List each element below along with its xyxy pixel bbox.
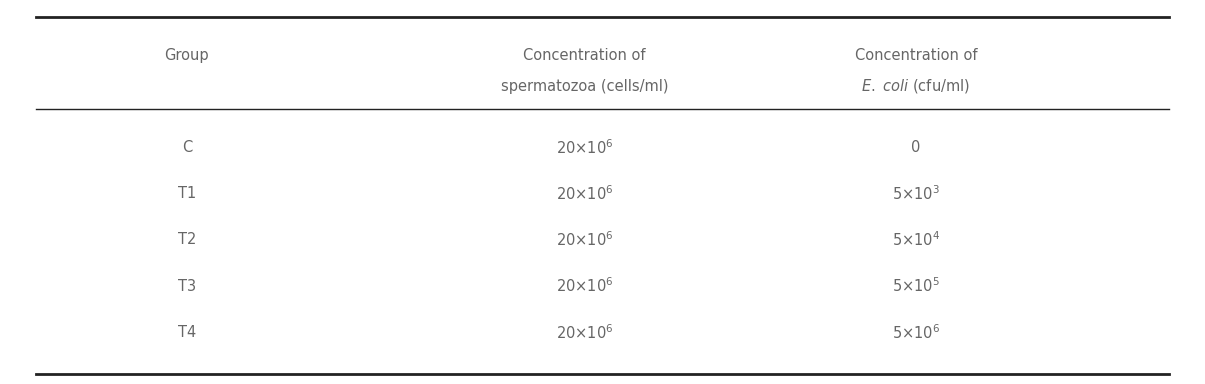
Text: 20×10$^6$: 20×10$^6$ (556, 139, 613, 157)
Text: T4: T4 (177, 324, 196, 340)
Text: 20×10$^6$: 20×10$^6$ (556, 277, 613, 295)
Text: T3: T3 (177, 278, 196, 294)
Text: C: C (182, 140, 192, 156)
Text: Concentration of: Concentration of (854, 48, 977, 63)
Text: 5×10$^3$: 5×10$^3$ (892, 185, 940, 203)
Text: T2: T2 (177, 232, 196, 248)
Text: 0: 0 (911, 140, 921, 156)
Text: 20×10$^6$: 20×10$^6$ (556, 185, 613, 203)
Text: Concentration of: Concentration of (523, 48, 646, 63)
Text: Group: Group (164, 48, 210, 63)
Text: $\it{E.\ coli}$ (cfu/ml): $\it{E.\ coli}$ (cfu/ml) (862, 78, 970, 95)
Text: 20×10$^6$: 20×10$^6$ (556, 231, 613, 249)
Text: 20×10$^6$: 20×10$^6$ (556, 323, 613, 341)
Text: 5×10$^4$: 5×10$^4$ (892, 231, 940, 249)
Text: 5×10$^6$: 5×10$^6$ (892, 323, 940, 341)
Text: 5×10$^5$: 5×10$^5$ (892, 277, 940, 295)
Text: T1: T1 (177, 186, 196, 202)
Text: spermatozoa (cells/ml): spermatozoa (cells/ml) (500, 79, 669, 94)
